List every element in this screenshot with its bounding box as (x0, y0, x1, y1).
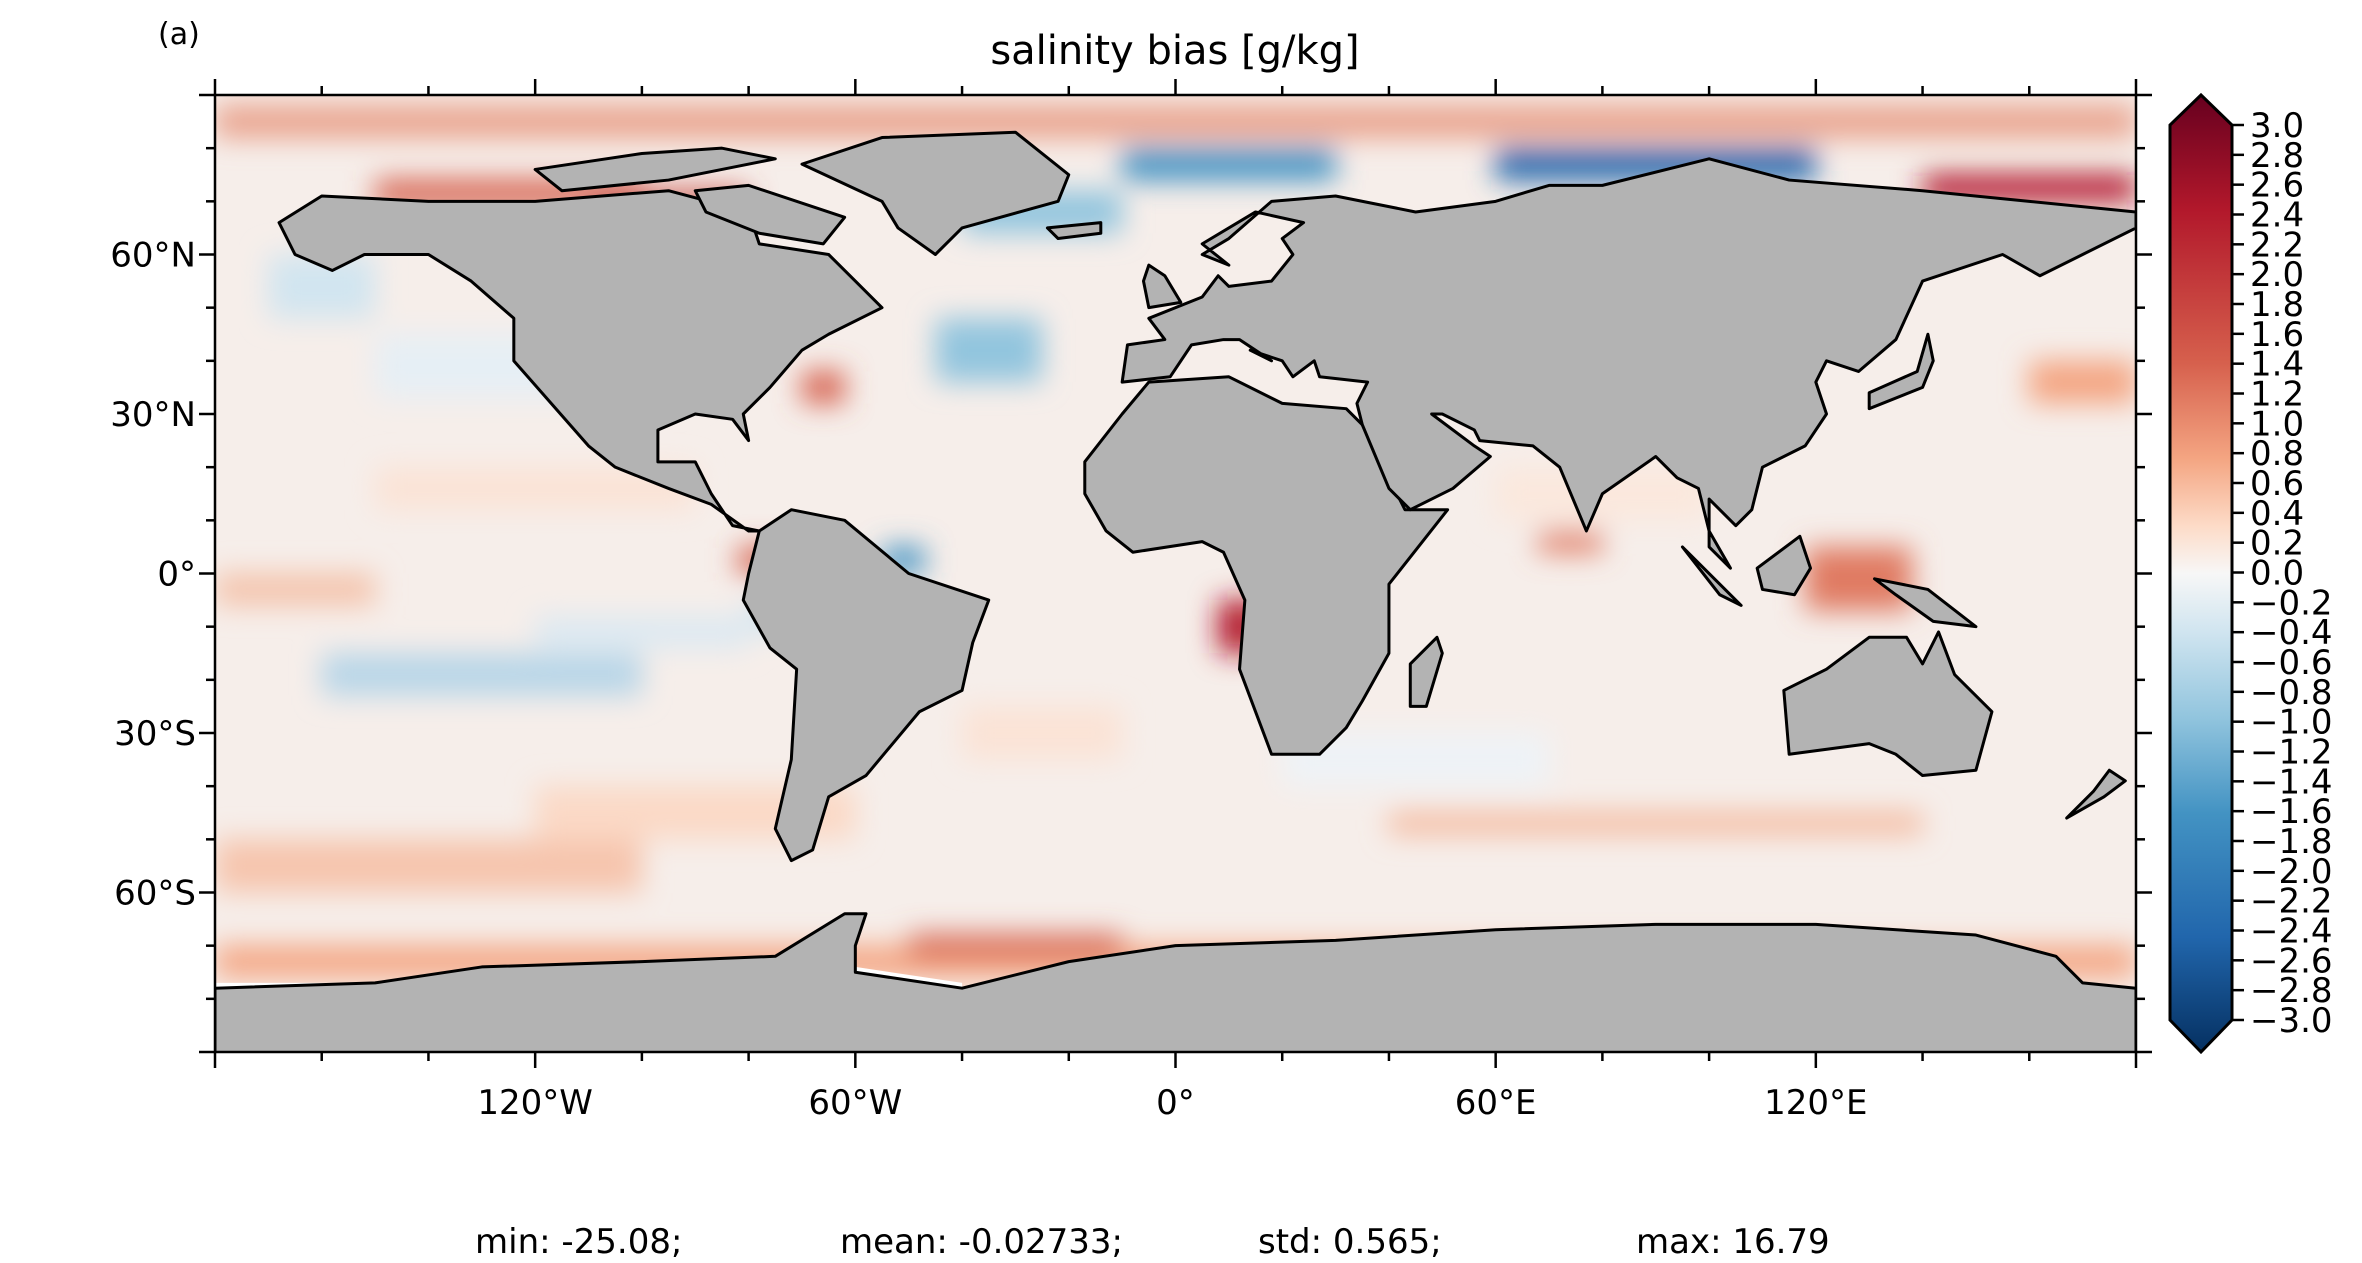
y-tick-label: 60°S (114, 874, 196, 914)
land-south-america (741, 508, 991, 863)
colorbar-tick-label: 0.0 (2250, 554, 2304, 594)
colorbar-tick-label: −1.6 (2250, 792, 2333, 832)
land-eurasia (1120, 157, 2136, 570)
colorbar-tick-label: −2.4 (2250, 912, 2333, 952)
colorbar-tick-label: 2.6 (2250, 166, 2304, 206)
bias-region (908, 935, 1123, 957)
colorbar-tick-label: 3.0 (2250, 106, 2304, 146)
land-new-zealand (2065, 768, 2127, 820)
colorbar-tick-label: 2.4 (2250, 196, 2304, 236)
colorbar-tick-label: −1.0 (2250, 703, 2333, 743)
colorbar: 3.02.82.62.42.22.01.81.61.41.21.00.80.60… (2168, 92, 2333, 1055)
y-tick-label: 30°N (110, 395, 196, 435)
land-new-guinea (1873, 577, 1978, 629)
x-tick-label: 0° (1156, 1083, 1195, 1123)
colorbar-tick-label: 1.6 (2250, 315, 2304, 355)
map-plot (215, 95, 2136, 1052)
bias-region (1122, 148, 1336, 181)
land-borneo (1755, 534, 1812, 597)
colorbar-tick-label: 0.8 (2250, 434, 2304, 474)
land-great-britain (1141, 263, 1183, 310)
stat-max: max: 16.79 (1636, 1222, 1830, 1262)
colorbar-tick-label: −0.2 (2250, 583, 2333, 623)
colorbar-tick-label: 1.8 (2250, 285, 2304, 325)
land-antarctica (215, 912, 2136, 1052)
land-masses (215, 130, 2136, 1052)
colorbar-tick-label: −2.0 (2250, 852, 2333, 892)
colorbar-tick-label: 0.2 (2250, 524, 2304, 564)
stat-std: std: 0.565; (1258, 1222, 1442, 1262)
land-iceland (1045, 221, 1103, 241)
colorbar-tick-label: −1.8 (2250, 822, 2333, 862)
colorbar-tick-label: 0.6 (2250, 464, 2304, 504)
colorbar-tick-label: 1.4 (2250, 345, 2304, 385)
bias-region (935, 318, 1043, 383)
y-tick-label: 0° (157, 555, 196, 595)
colorbar-tick-label: −3.0 (2250, 1001, 2333, 1041)
bias-region (215, 105, 2136, 138)
colorbar-tick-label: 2.8 (2250, 136, 2304, 176)
colorbar-body (2168, 92, 2234, 1055)
x-tick-label: 60°E (1455, 1083, 1537, 1123)
x-tick-label: 60°W (808, 1083, 902, 1123)
colorbar-tick-label: −2.2 (2250, 882, 2333, 922)
colorbar-tick-label: −2.8 (2250, 971, 2333, 1011)
colorbar-ticks: 3.02.82.62.42.22.01.81.61.41.21.00.80.60… (2232, 106, 2333, 1041)
bias-anomalies (215, 105, 2136, 978)
stats-line: min: -25.08; mean: -0.02733; std: 0.565;… (475, 1222, 1830, 1262)
panel-label: (a) (158, 17, 200, 52)
colorbar-tick-label: −0.6 (2250, 643, 2333, 683)
land-baffin-island (693, 183, 847, 246)
bias-region (535, 616, 749, 648)
colorbar-tick-label: −2.6 (2250, 941, 2333, 981)
bias-region (801, 371, 845, 404)
y-tick-label: 30°S (114, 714, 196, 754)
bias-region (962, 706, 1123, 760)
colorbar-tick-label: 2.0 (2250, 255, 2304, 295)
colorbar-tick-label: −0.4 (2250, 613, 2333, 653)
colorbar-tick-label: 0.4 (2250, 494, 2304, 534)
land-australia (1782, 630, 1994, 778)
colorbar-tick-label: 1.0 (2250, 404, 2304, 444)
bias-region (321, 653, 642, 696)
colorbar-tick-label: −1.4 (2250, 762, 2333, 802)
axes: 120°W 60°W 0° 60°E 120°E 60°N 30°N 0° 30°S 60°S (110, 79, 2152, 1123)
colorbar-tick-label: −0.8 (2250, 673, 2333, 713)
bias-region (1805, 546, 1912, 611)
bias-region (215, 573, 376, 606)
x-tick-label: 120°W (477, 1083, 593, 1123)
land-north-america (277, 189, 884, 533)
chart-title: salinity bias [g/kg] (990, 28, 1359, 74)
land-sumatra (1680, 545, 1743, 607)
y-tick-label: 60°N (110, 236, 196, 276)
bias-region (1388, 812, 1923, 835)
land-africa (1083, 375, 1450, 756)
land-madagascar (1408, 635, 1444, 708)
bias-region (2029, 360, 2136, 404)
land-greenland (800, 130, 1071, 256)
colorbar-tick-label: −1.2 (2250, 733, 2333, 773)
land-japan (1867, 332, 1935, 411)
land-canadian-archipelago (533, 146, 777, 193)
colorbar-tick-label: 2.2 (2250, 225, 2304, 265)
stat-mean: mean: -0.02733; (840, 1222, 1123, 1262)
colorbar-tick-label: 1.2 (2250, 375, 2304, 415)
bias-region (1538, 530, 1603, 553)
stat-min: min: -25.08; (475, 1222, 682, 1262)
x-tick-label: 120°E (1764, 1083, 1867, 1123)
bias-region (215, 839, 642, 893)
